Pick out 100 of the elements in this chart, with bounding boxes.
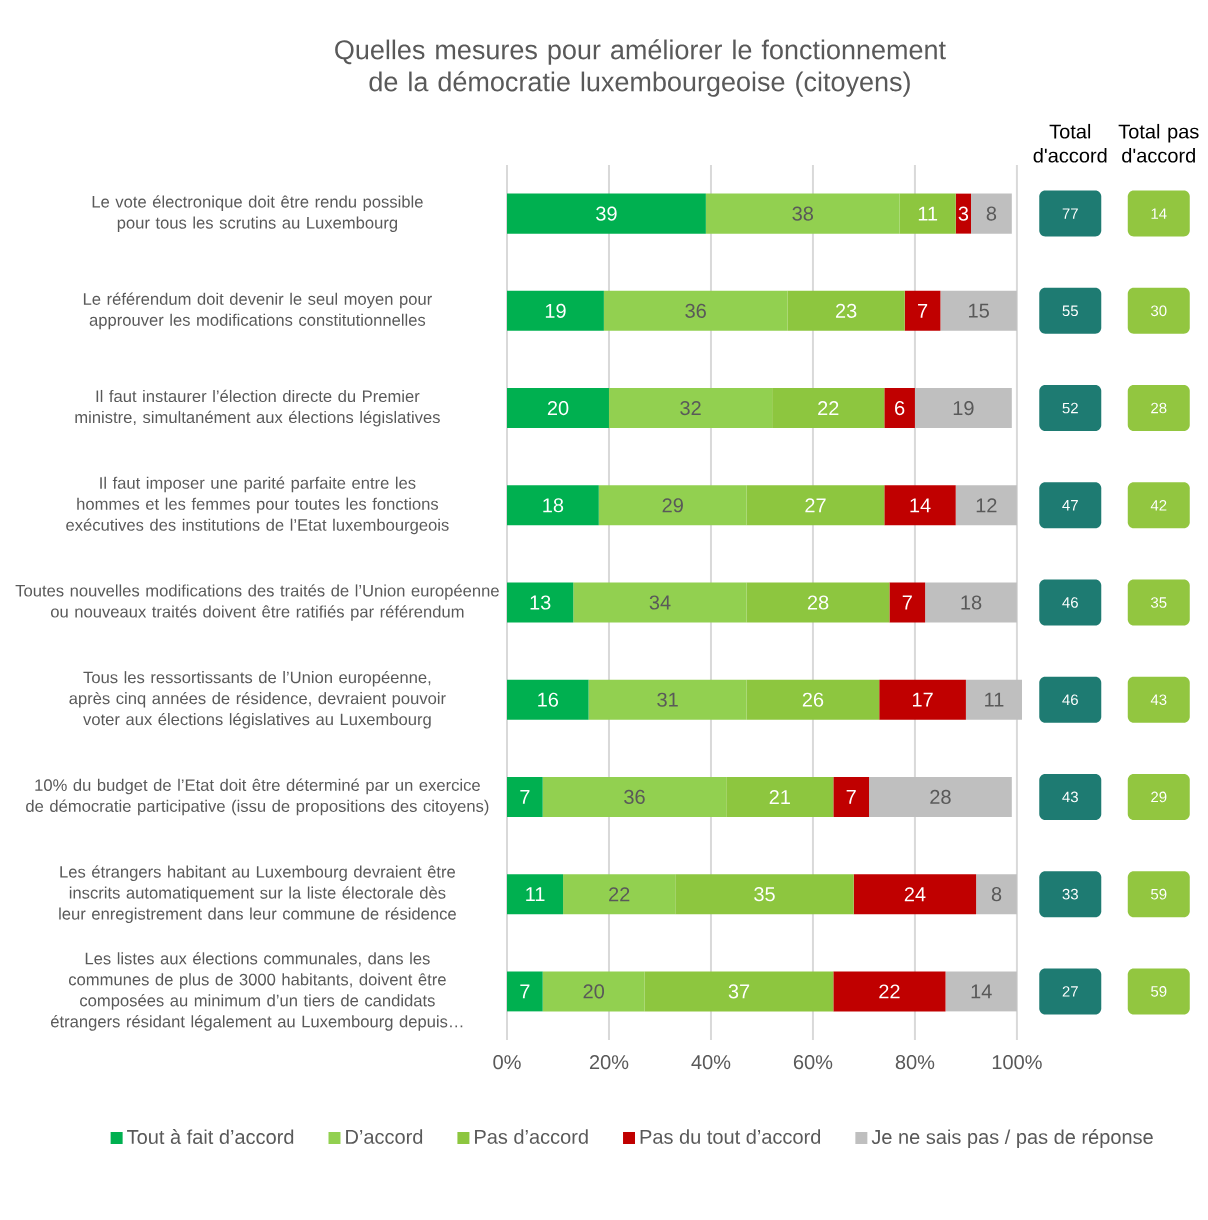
data-label: 6 — [894, 400, 905, 416]
bar — [562, 874, 676, 915]
text: 47 — [1062, 500, 1078, 511]
bar — [542, 971, 645, 1012]
bar — [726, 776, 834, 817]
data-label: 22 — [818, 401, 839, 416]
bar — [884, 388, 915, 429]
bar — [506, 193, 706, 234]
data-label: 11 — [985, 692, 1004, 707]
data-label: 14 — [910, 498, 931, 513]
bar — [899, 193, 956, 234]
data-label: 39 — [595, 206, 617, 221]
data-label: 12 — [976, 498, 997, 513]
data-label: 37 — [728, 984, 750, 999]
bar — [879, 679, 966, 720]
x-tick-label: 80% — [895, 1055, 935, 1070]
text: 29 — [1151, 791, 1167, 803]
bar — [746, 485, 885, 526]
data-label: 13 — [530, 595, 551, 610]
legend-label: Pas du tout d’accord — [640, 1129, 820, 1144]
text: 46 — [1062, 694, 1078, 706]
bar — [746, 679, 880, 720]
bar — [975, 874, 1017, 915]
data-label: 36 — [623, 789, 645, 805]
data-label: 34 — [649, 595, 671, 610]
bar — [868, 776, 1012, 817]
bar — [608, 388, 773, 429]
data-label: 7 — [520, 984, 530, 999]
legend-label: D’accord — [346, 1129, 422, 1144]
text: 33 — [1062, 888, 1078, 900]
data-label: 7 — [902, 595, 912, 610]
bar — [644, 971, 834, 1012]
bar — [598, 485, 747, 526]
bar — [965, 679, 1022, 720]
data-label: 21 — [769, 789, 790, 804]
data-label: 24 — [904, 887, 926, 902]
text: 30 — [1150, 305, 1167, 317]
data-label: 18 — [543, 498, 564, 513]
bar — [833, 776, 869, 817]
bar — [746, 582, 890, 623]
text: 27 — [1062, 986, 1078, 997]
x-tick-label: 40% — [691, 1055, 731, 1070]
bar — [787, 290, 905, 331]
bar — [772, 388, 885, 429]
bar — [506, 290, 604, 331]
bar — [955, 485, 1017, 526]
bar — [506, 679, 589, 720]
data-label: 31 — [657, 692, 678, 707]
data-label: 15 — [968, 303, 989, 318]
legend-label: Pas d’accord — [474, 1129, 588, 1144]
y-tick-label: 10% du budget de l’Etat doit être déterminé par un exercice de démocratie participative (issu de propositions des citoyens) — [25, 778, 489, 816]
data-label: 29 — [662, 498, 683, 513]
data-label: 14 — [971, 984, 992, 999]
bar — [884, 485, 956, 526]
data-label: 19 — [545, 303, 566, 318]
bar — [506, 388, 609, 429]
bar — [588, 679, 747, 720]
x-tick-label: 100% — [992, 1055, 1042, 1070]
text: 52 — [1062, 402, 1078, 414]
text: 59 — [1150, 986, 1167, 997]
bar — [542, 776, 727, 817]
bar — [573, 582, 747, 623]
text: 46 — [1062, 597, 1078, 608]
data-label: 36 — [685, 303, 706, 318]
data-label: 3 — [958, 206, 968, 221]
bar — [914, 388, 1012, 429]
bar — [675, 874, 854, 915]
data-label: 8 — [991, 887, 1002, 902]
bar — [924, 582, 1017, 623]
text: 28 — [1151, 402, 1167, 414]
bar — [705, 193, 900, 234]
x-tick-label: 20% — [589, 1055, 629, 1070]
data-label: 11 — [526, 887, 545, 902]
bar — [506, 582, 574, 623]
bar — [506, 874, 563, 915]
text: 59 — [1150, 888, 1167, 900]
bar — [603, 290, 788, 331]
y-tick-label: Il faut instaurer l’élection directe du Premier ministre, simultanément aux élections législatives — [75, 389, 440, 427]
bar — [970, 193, 1012, 234]
bar — [506, 776, 543, 817]
data-label: 22 — [608, 887, 630, 902]
bar — [506, 485, 599, 526]
data-label: 11 — [918, 206, 937, 221]
bar — [833, 971, 946, 1012]
y-tick-label: Le référendum doit devenir le seul moyen pour approuver les modifications constitutionnelles — [83, 292, 432, 330]
bar — [853, 874, 976, 915]
data-label: 22 — [879, 984, 900, 999]
category-label: Total d'accord — [1033, 123, 1107, 163]
y-tick-label: Les listes aux élections communales, dans les communes de plus de 3000 habitants, doivent être composées au minimum d’un tiers de candidats étrangers résidant légalement au Luxembourg depuis… — [50, 952, 463, 1031]
bar — [955, 193, 971, 234]
bar — [506, 971, 543, 1012]
data-label: 20 — [547, 400, 569, 416]
data-label: 17 — [912, 692, 933, 707]
data-label: 18 — [961, 595, 982, 610]
bar — [940, 290, 1017, 331]
data-label: 26 — [802, 692, 824, 707]
data-label: 38 — [792, 206, 813, 221]
bar — [945, 971, 1017, 1012]
y-tick-label: Il faut imposer une parité parfaite entre les hommes et les femmes pour toutes les fonctions exécutives des institutions de l’Etat luxembourgeois — [66, 476, 449, 535]
data-label: 28 — [807, 595, 829, 610]
